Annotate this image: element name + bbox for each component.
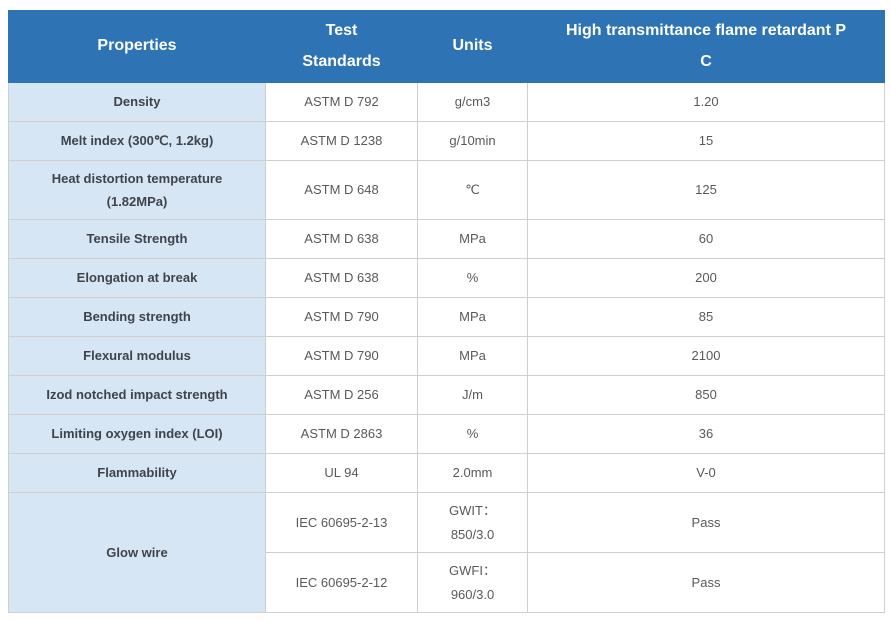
table-row-melt-index: Melt index (300℃, 1.2kg) ASTM D 1238 g/1… bbox=[8, 121, 885, 161]
standard-cell: ASTM D 638 bbox=[265, 258, 418, 298]
table-row-flexural-modulus: Flexural modulus ASTM D 790 MPa 2100 bbox=[8, 336, 885, 376]
table-row-loi: Limiting oxygen index (LOI) ASTM D 2863 … bbox=[8, 414, 885, 454]
table-row-elongation: Elongation at break ASTM D 638 % 200 bbox=[8, 258, 885, 298]
value-cell: 60 bbox=[527, 219, 885, 259]
property-cell: Heat distortion temperature (1.82MPa) bbox=[8, 160, 266, 220]
property-cell: Melt index (300℃, 1.2kg) bbox=[8, 121, 266, 161]
property-cell: Glow wire bbox=[8, 492, 266, 613]
value-cell: V-0 bbox=[527, 453, 885, 493]
unit-cell: MPa bbox=[417, 219, 528, 259]
property-cell: Density bbox=[8, 82, 266, 122]
standard-cell: ASTM D 2863 bbox=[265, 414, 418, 454]
property-cell: Flammability bbox=[8, 453, 266, 493]
property-cell: Limiting oxygen index (LOI) bbox=[8, 414, 266, 454]
header-cell-properties: Properties bbox=[8, 10, 266, 83]
value-cell: 85 bbox=[527, 297, 885, 337]
standard-cell: ASTM D 790 bbox=[265, 336, 418, 376]
unit-cell: J/m bbox=[417, 375, 528, 415]
value-cell: 36 bbox=[527, 414, 885, 454]
unit-cell: % bbox=[417, 414, 528, 454]
property-cell: Tensile Strength bbox=[8, 219, 266, 259]
material-properties-table: Properties Test Standards Units High tra… bbox=[8, 10, 885, 613]
value-cell: 2100 bbox=[527, 336, 885, 376]
unit-cell: GWIT： 850/3.0 bbox=[417, 492, 528, 553]
property-cell: Izod notched impact strength bbox=[8, 375, 266, 415]
value-cell: Pass bbox=[527, 492, 885, 553]
value-cell: Pass bbox=[527, 552, 885, 613]
unit-cell: % bbox=[417, 258, 528, 298]
standard-cell: ASTM D 790 bbox=[265, 297, 418, 337]
table-row-glow-wire-1: Glow wire IEC 60695-2-13 GWIT： 850/3.0 P… bbox=[8, 492, 885, 613]
table-row-density: Density ASTM D 792 g/cm3 1.20 bbox=[8, 82, 885, 122]
unit-cell: MPa bbox=[417, 297, 528, 337]
header-row: Properties Test Standards Units High tra… bbox=[8, 10, 885, 83]
header-cell-units: Units bbox=[417, 10, 528, 83]
value-cell: 850 bbox=[527, 375, 885, 415]
standard-cell: ASTM D 792 bbox=[265, 82, 418, 122]
value-cell: 125 bbox=[527, 160, 885, 220]
table-row-flammability: Flammability UL 94 2.0mm V-0 bbox=[8, 453, 885, 493]
standard-cell: ASTM D 256 bbox=[265, 375, 418, 415]
standard-cell: IEC 60695-2-12 bbox=[265, 552, 418, 613]
table-row-izod-impact: Izod notched impact strength ASTM D 256 … bbox=[8, 375, 885, 415]
standard-cell: UL 94 bbox=[265, 453, 418, 493]
unit-cell: g/10min bbox=[417, 121, 528, 161]
unit-cell: 2.0mm bbox=[417, 453, 528, 493]
property-cell: Bending strength bbox=[8, 297, 266, 337]
standard-cell: ASTM D 638 bbox=[265, 219, 418, 259]
header-cell-test-standards: Test Standards bbox=[265, 10, 418, 83]
value-cell: 200 bbox=[527, 258, 885, 298]
value-cell: 15 bbox=[527, 121, 885, 161]
table-row-heat-distortion: Heat distortion temperature (1.82MPa) AS… bbox=[8, 160, 885, 220]
unit-cell: GWFI： 960/3.0 bbox=[417, 552, 528, 613]
header-cell-product-name: High transmittance flame retardant P C bbox=[527, 10, 885, 83]
value-cell: 1.20 bbox=[527, 82, 885, 122]
property-cell: Elongation at break bbox=[8, 258, 266, 298]
unit-cell: g/cm3 bbox=[417, 82, 528, 122]
table-row-bending-strength: Bending strength ASTM D 790 MPa 85 bbox=[8, 297, 885, 337]
table-row-tensile-strength: Tensile Strength ASTM D 638 MPa 60 bbox=[8, 219, 885, 259]
table-row-glow-wire-2: IEC 60695-2-12 GWFI： 960/3.0 Pass bbox=[9, 552, 885, 613]
standard-cell: ASTM D 648 bbox=[265, 160, 418, 220]
property-cell: Flexural modulus bbox=[8, 336, 266, 376]
unit-cell: ℃ bbox=[417, 160, 528, 220]
standard-cell: IEC 60695-2-13 bbox=[265, 492, 418, 553]
standard-cell: ASTM D 1238 bbox=[265, 121, 418, 161]
unit-cell: MPa bbox=[417, 336, 528, 376]
